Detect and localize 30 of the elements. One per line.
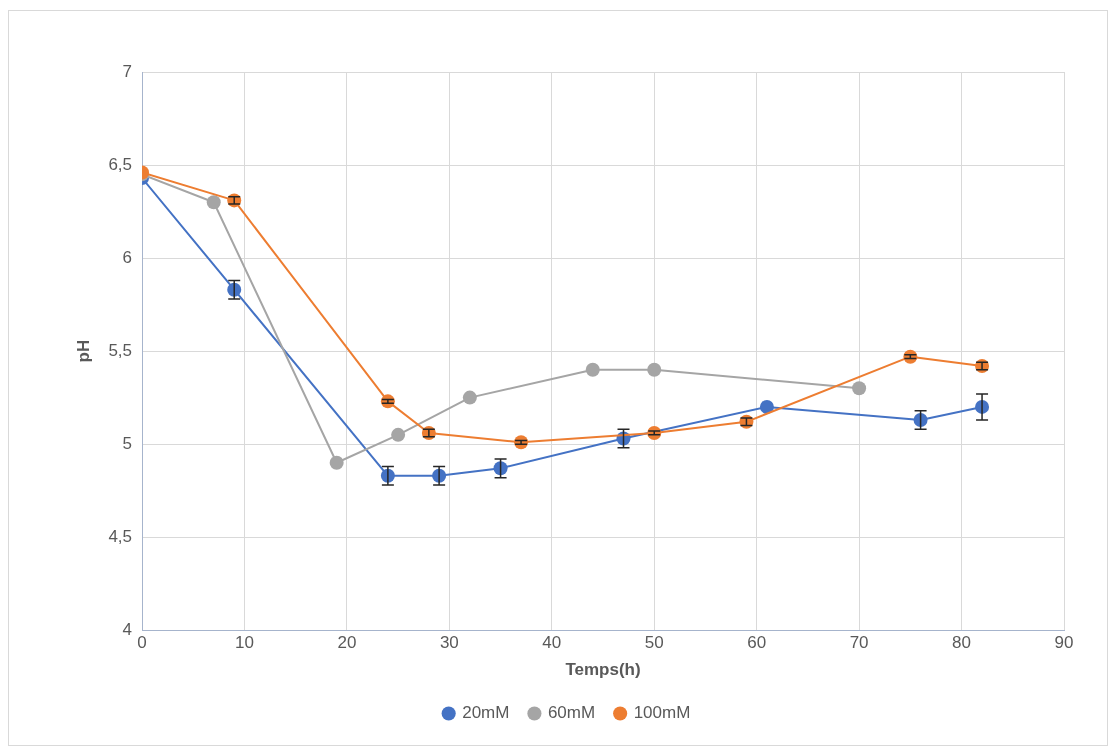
x-tick-label: 20 — [337, 633, 357, 653]
x-tick-label: 90 — [1054, 633, 1074, 653]
point — [462, 390, 477, 405]
x-tick-label: 0 — [137, 633, 147, 653]
point — [206, 195, 221, 210]
y-tick-label: 6,5 — [108, 154, 133, 174]
y-tick-label: 4,5 — [108, 526, 133, 546]
x-tick-label: 30 — [439, 633, 459, 653]
point — [759, 399, 774, 414]
x-tick-label: 80 — [952, 633, 972, 653]
legend-label: 60mM — [547, 703, 596, 723]
x-tick-label: 60 — [747, 633, 767, 653]
y-tick-label: 7 — [122, 61, 133, 81]
legend-label: 100mM — [633, 703, 691, 723]
x-tick-label: 40 — [542, 633, 562, 653]
point — [647, 362, 662, 377]
point — [329, 455, 344, 470]
x-tick-label: 10 — [235, 633, 254, 653]
y-axis-title: pH — [73, 339, 93, 363]
y-tick-label: 4 — [122, 619, 133, 639]
y-tick-label: 5,5 — [108, 340, 133, 360]
point — [585, 362, 600, 377]
point — [391, 427, 406, 442]
x-axis-title: Temps(h) — [565, 660, 641, 680]
legend-label: 20mM — [462, 703, 510, 723]
point — [852, 381, 867, 396]
x-tick-label: 70 — [849, 633, 869, 653]
y-tick-label: 6 — [122, 247, 133, 267]
x-tick-label: 50 — [644, 633, 664, 653]
y-tick-label: 5 — [122, 433, 133, 453]
